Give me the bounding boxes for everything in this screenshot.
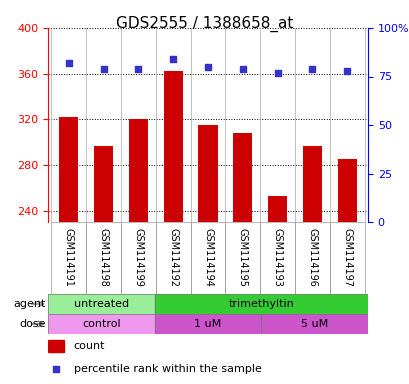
Text: GSM114194: GSM114194 bbox=[202, 228, 213, 286]
Bar bbox=[86, 222, 121, 294]
Text: agent: agent bbox=[13, 299, 46, 309]
Bar bbox=[163, 71, 182, 222]
Text: GSM114192: GSM114192 bbox=[168, 228, 178, 287]
Bar bbox=[225, 222, 260, 294]
Point bbox=[53, 366, 59, 372]
Bar bbox=[48, 294, 154, 314]
Text: GSM114196: GSM114196 bbox=[307, 228, 317, 286]
Bar bbox=[154, 294, 367, 314]
Text: GSM114195: GSM114195 bbox=[237, 228, 247, 287]
Bar bbox=[198, 125, 217, 222]
Text: 5 uM: 5 uM bbox=[300, 319, 328, 329]
Bar bbox=[190, 222, 225, 294]
Point bbox=[308, 66, 315, 72]
Point bbox=[100, 66, 107, 72]
Point bbox=[343, 68, 350, 74]
Bar bbox=[154, 314, 261, 334]
Text: untreated: untreated bbox=[74, 299, 128, 309]
Bar bbox=[94, 146, 113, 222]
Bar bbox=[48, 314, 154, 334]
Bar bbox=[59, 117, 78, 222]
Text: trimethyltin: trimethyltin bbox=[228, 299, 294, 309]
Text: control: control bbox=[82, 319, 120, 329]
Text: GSM114191: GSM114191 bbox=[64, 228, 74, 286]
Bar bbox=[128, 119, 148, 222]
Text: percentile rank within the sample: percentile rank within the sample bbox=[74, 364, 261, 374]
Bar bbox=[48, 340, 64, 351]
Bar bbox=[261, 314, 367, 334]
Bar bbox=[329, 222, 364, 294]
Point bbox=[239, 66, 245, 72]
Text: count: count bbox=[74, 341, 105, 351]
Bar bbox=[233, 133, 252, 222]
Point bbox=[169, 56, 176, 62]
Text: GSM114193: GSM114193 bbox=[272, 228, 282, 286]
Bar bbox=[260, 222, 294, 294]
Point bbox=[65, 60, 72, 66]
Bar bbox=[48, 294, 154, 314]
Text: dose: dose bbox=[20, 319, 46, 329]
Bar bbox=[294, 222, 329, 294]
Point bbox=[274, 70, 280, 76]
Text: 1 uM: 1 uM bbox=[194, 319, 221, 329]
Text: GSM114198: GSM114198 bbox=[99, 228, 108, 286]
Text: GDS2555 / 1388658_at: GDS2555 / 1388658_at bbox=[116, 15, 293, 31]
Bar bbox=[154, 314, 261, 334]
Bar bbox=[52, 222, 86, 294]
Bar bbox=[121, 222, 155, 294]
Bar bbox=[154, 294, 367, 314]
Point bbox=[204, 64, 211, 70]
Text: GSM114199: GSM114199 bbox=[133, 228, 143, 286]
Point bbox=[135, 66, 142, 72]
Text: GSM114197: GSM114197 bbox=[341, 228, 351, 287]
Bar bbox=[267, 196, 286, 222]
Bar bbox=[48, 314, 154, 334]
Bar bbox=[337, 159, 356, 222]
Bar bbox=[155, 222, 190, 294]
Bar bbox=[261, 314, 367, 334]
Bar bbox=[302, 146, 321, 222]
